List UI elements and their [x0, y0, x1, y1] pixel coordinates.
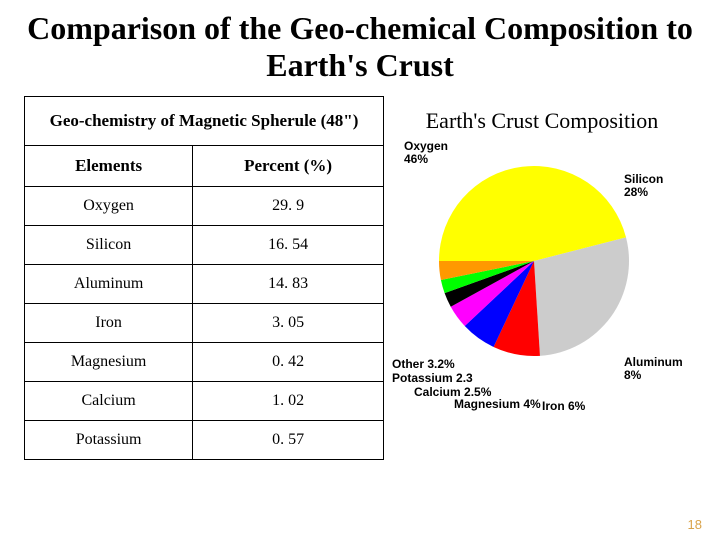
pie-label: Silicon28% — [624, 173, 663, 199]
pie-label: Other 3.2% — [392, 358, 455, 371]
page-title: Comparison of the Geo-chemical Compositi… — [24, 10, 696, 84]
table-cell: 3. 05 — [193, 303, 384, 342]
table-cell: Iron — [25, 303, 193, 342]
pie-panel: Earth's Crust Composition Oxygen46% Silic… — [388, 96, 696, 478]
table-cell: 0. 42 — [193, 342, 384, 381]
slide: Comparison of the Geo-chemical Compositi… — [0, 0, 720, 540]
table-cell: 29. 9 — [193, 186, 384, 225]
content-row: Geo-chemistry of Magnetic Spherule (48")… — [24, 96, 696, 478]
table-row: Iron3. 05 — [25, 303, 384, 342]
table-cell: Oxygen — [25, 186, 193, 225]
col-percent: Percent (%) — [193, 145, 384, 186]
table-cell: Aluminum — [25, 264, 193, 303]
table-cell: 16. 54 — [193, 225, 384, 264]
table-row: Calcium1. 02 — [25, 381, 384, 420]
table-title: Geo-chemistry of Magnetic Spherule (48") — [25, 96, 384, 145]
table-cell: 0. 57 — [193, 420, 384, 459]
table-title-row: Geo-chemistry of Magnetic Spherule (48") — [25, 96, 384, 145]
table-panel: Geo-chemistry of Magnetic Spherule (48")… — [24, 96, 384, 478]
page-number: 18 — [688, 517, 702, 532]
pie-label: Potassium 2.3 — [392, 372, 473, 385]
table-row: Silicon16. 54 — [25, 225, 384, 264]
table-cell: 14. 83 — [193, 264, 384, 303]
pie-title: Earth's Crust Composition — [426, 108, 659, 134]
pie-label: Calcium 2.5% — [414, 386, 491, 399]
table-cell: Silicon — [25, 225, 193, 264]
table-row: Aluminum14. 83 — [25, 264, 384, 303]
table-row: Oxygen29. 9 — [25, 186, 384, 225]
pie-label: Iron 6% — [542, 400, 585, 413]
table-cell: Calcium — [25, 381, 193, 420]
composition-table: Geo-chemistry of Magnetic Spherule (48")… — [24, 96, 384, 460]
table-cell: Magnesium — [25, 342, 193, 381]
table-cell: Potassium — [25, 420, 193, 459]
table-header-row: Elements Percent (%) — [25, 145, 384, 186]
pie-label: Magnesium 4% — [454, 398, 541, 411]
pie-label: Oxygen46% — [404, 140, 448, 166]
table-row: Potassium0. 57 — [25, 420, 384, 459]
table-body: Oxygen29. 9Silicon16. 54Aluminum14. 83Ir… — [25, 186, 384, 459]
pie-chart — [434, 156, 634, 366]
pie-wrap: Oxygen46% Silicon28% Aluminum8% Iron 6%Magn… — [392, 138, 692, 478]
col-elements: Elements — [25, 145, 193, 186]
table-row: Magnesium0. 42 — [25, 342, 384, 381]
table-cell: 1. 02 — [193, 381, 384, 420]
pie-label: Aluminum8% — [624, 356, 683, 382]
